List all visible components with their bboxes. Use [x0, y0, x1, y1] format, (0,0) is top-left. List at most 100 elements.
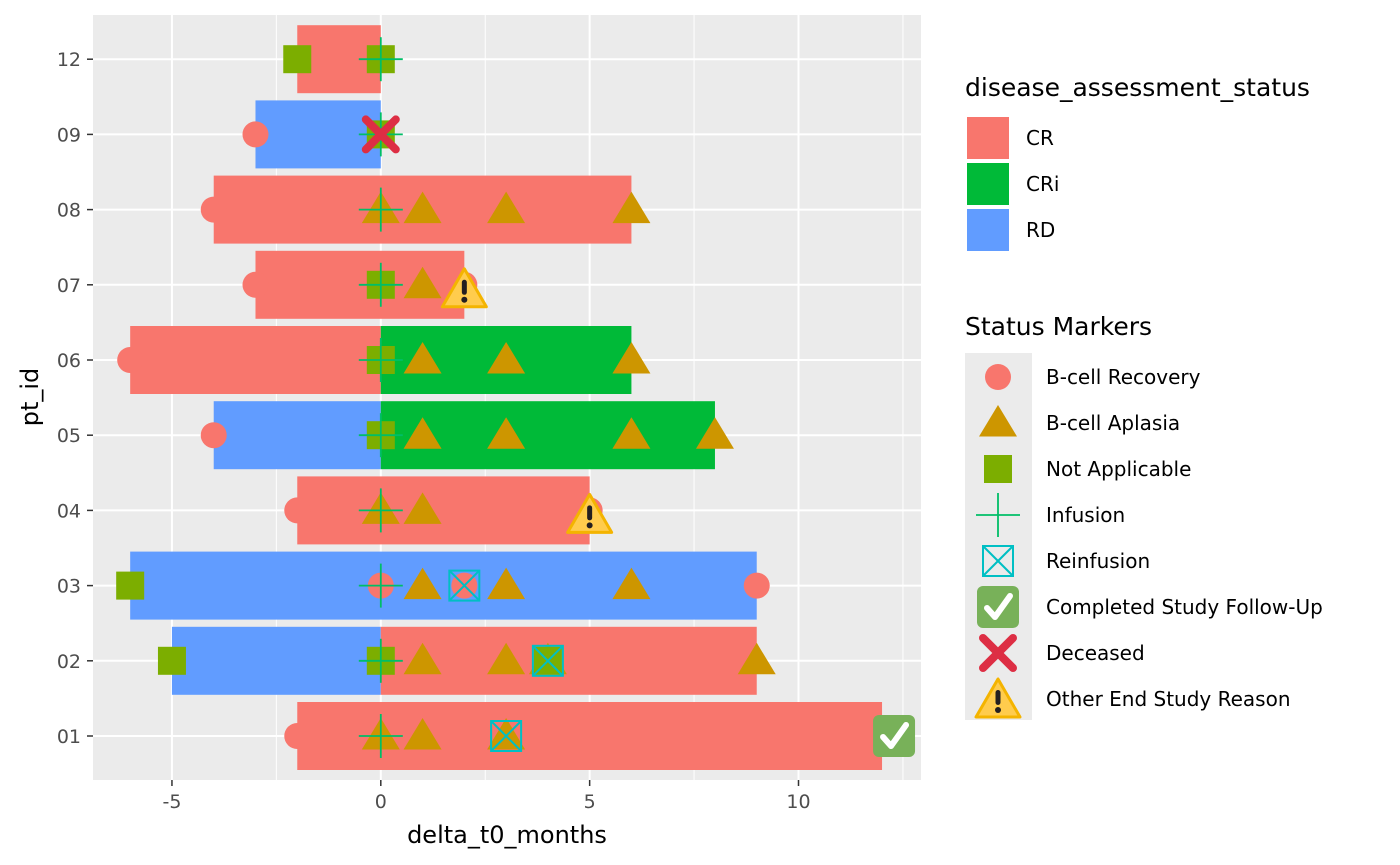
y-tick-label: 12 [57, 49, 81, 71]
y-tick-label: 09 [57, 124, 81, 146]
marker-b-cell-aplasia-08-shape [403, 191, 442, 224]
marker-legend-title: Status Markers [965, 312, 1152, 341]
marker-b-cell-recovery-07 [242, 271, 269, 298]
marker-b-cell-recovery-03 [743, 572, 770, 599]
marker-b-cell-aplasia-03 [403, 567, 442, 600]
x-axis: -5 0 5 10 [162, 780, 811, 813]
marker-legend-label: Other End Study Reason [1046, 687, 1291, 711]
marker-b-cell-aplasia-06 [487, 342, 526, 374]
x-tick-label: -5 [162, 791, 181, 813]
legend-key-not-applicable [984, 455, 1012, 483]
marker-b-cell-recovery-05-shape [200, 422, 227, 449]
legend-key-b-cell-recovery [985, 364, 1011, 390]
legend-key-deceased-stroke2 [979, 634, 1017, 672]
marker-not-applicable-03-shape [116, 571, 145, 600]
legend-key-other-end-study-reason-dot [995, 707, 1001, 713]
bar-02-rd [171, 626, 381, 695]
marker-legend-label: Not Applicable [1046, 457, 1191, 481]
x-axis-title: delta_t0_months [407, 821, 607, 849]
bar-06-cr [130, 326, 381, 394]
legend-key-completed-study-follow-up [977, 586, 1019, 628]
marker-reinfusion-03-box [448, 569, 481, 602]
marker-b-cell-aplasia-05-shape [612, 417, 651, 449]
marker-other-end-study-reason-07-bar [461, 279, 467, 295]
marker-infusion-03 [358, 563, 403, 608]
legend-key-not-applicable-shape [984, 455, 1012, 483]
marker-b-cell-aplasia-06-shape [487, 342, 526, 374]
marker-infusion-02 [358, 638, 403, 683]
marker-b-cell-aplasia-04-shape [403, 492, 442, 524]
marker-b-cell-recovery-06-shape [117, 347, 144, 373]
marker-not-applicable-12-shape [283, 45, 312, 74]
marker-b-cell-recovery-05 [200, 422, 227, 449]
y-tick-label: 02 [57, 651, 81, 673]
marker-b-cell-aplasia-08 [612, 191, 651, 224]
marker-b-cell-aplasia-07-shape [403, 266, 442, 299]
legend-key-completed-study-follow-up-check [984, 593, 1013, 620]
marker-b-cell-aplasia-03-shape [612, 567, 651, 600]
legend-key-other-end-study-reason-bar [995, 690, 1001, 705]
bar-04-cr [297, 476, 590, 545]
marker-b-cell-aplasia-04 [403, 492, 442, 524]
marker-legend-label: Completed Study Follow-Up [1046, 595, 1323, 619]
marker-b-cell-aplasia-08 [403, 191, 442, 224]
fill-legend-swatch-rd [967, 209, 1009, 251]
marker-completed-study-follow-up-01 [873, 715, 916, 757]
marker-b-cell-aplasia-02-shape [487, 642, 526, 675]
marker-infusion-01 [358, 714, 403, 758]
marker-infusion-12 [358, 37, 403, 82]
marker-b-cell-recovery-01 [284, 723, 311, 749]
marker-b-cell-aplasia-05-shape [403, 417, 442, 449]
marker-b-cell-aplasia-08-shape [612, 191, 651, 224]
marker-legend-label: Deceased [1046, 641, 1145, 665]
legend-key-reinfusion-diag2 [982, 545, 1014, 577]
marker-b-cell-aplasia-02-shape [737, 642, 776, 675]
x-tick-label: 0 [375, 791, 387, 813]
marker-reinfusion-03-diag2 [448, 569, 481, 602]
fill-legend-label: CRi [1026, 172, 1059, 196]
legend-key-b-cell-recovery-shape [985, 364, 1011, 390]
marker-infusion-05 [358, 413, 403, 458]
marker-reinfusion-02-diag2 [532, 645, 564, 677]
marker-legend-label: Reinfusion [1046, 549, 1150, 573]
y-tick-label: 01 [57, 726, 81, 748]
y-tick-label: 05 [57, 425, 81, 447]
fill-legend-title: disease_assessment_status [965, 73, 1310, 102]
bar-03-rd [130, 551, 757, 620]
marker-b-cell-recovery-04 [284, 497, 311, 524]
marker-infusion-07 [358, 262, 403, 307]
marker-reinfusion-02 [531, 644, 564, 677]
legend-key-reinfusion [982, 545, 1014, 577]
marker-other-end-study-reason-07-dot [461, 296, 468, 303]
marker-infusion-06 [358, 338, 403, 382]
marker-b-cell-recovery-06 [117, 347, 144, 373]
marker-b-cell-aplasia-02-shape [403, 642, 442, 675]
marker-b-cell-aplasia-03 [612, 567, 651, 600]
marker-b-cell-aplasia-08 [487, 191, 526, 224]
marker-b-cell-aplasia-01 [403, 718, 442, 750]
marker-other-end-study-reason-07 [440, 267, 488, 309]
marker-b-cell-aplasia-08-shape [487, 191, 526, 224]
legend-key-b-cell-aplasia [979, 405, 1017, 437]
marker-b-cell-aplasia-03-shape [403, 567, 442, 600]
legend-key-other-end-study-reason [974, 677, 1022, 719]
marker-legend-label: Infusion [1046, 503, 1125, 527]
marker-b-cell-recovery-08-shape [200, 196, 227, 223]
marker-reinfusion-01-box [490, 720, 523, 752]
marker-not-applicable-02 [157, 646, 186, 675]
marker-b-cell-aplasia-06 [403, 342, 442, 374]
markers [116, 37, 916, 758]
fill-legend-swatch-cr [967, 117, 1009, 159]
marker-b-cell-aplasia-02 [403, 642, 442, 675]
marker-not-applicable-03 [116, 571, 145, 600]
marker-legend-label: B-cell Aplasia [1046, 411, 1180, 435]
marker-b-cell-aplasia-05 [487, 417, 526, 449]
marker-deceased-09-stroke2 [361, 115, 400, 154]
bar-05-cri [380, 401, 715, 470]
marker-b-cell-recovery-03-shape [743, 572, 770, 599]
marker-b-cell-recovery-07-shape [242, 271, 269, 298]
legend-key-deceased [979, 634, 1017, 672]
marker-b-cell-aplasia-07 [403, 266, 442, 299]
marker-reinfusion-02-box [531, 644, 564, 677]
